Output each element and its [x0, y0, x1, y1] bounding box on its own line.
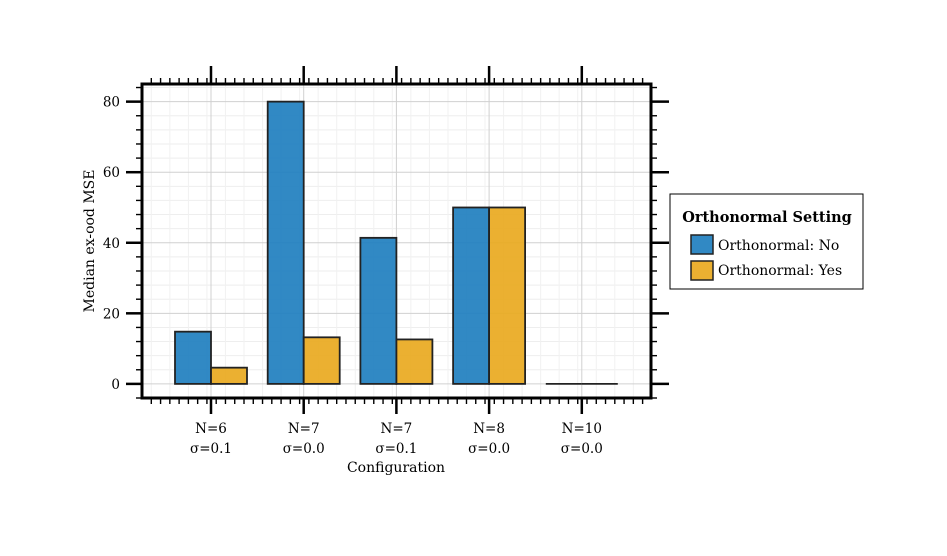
- bar-orthonormal-yes: [302, 336, 341, 385]
- y-tick-label: 80: [103, 95, 120, 111]
- bar-orthonormal-no: [174, 330, 212, 385]
- bar-orthonormal-no: [359, 236, 398, 385]
- y-tick-label: 40: [103, 236, 120, 252]
- bars: [174, 100, 618, 385]
- x-tick-label: N=10: [562, 421, 602, 437]
- y-tick-label: 20: [103, 306, 120, 322]
- x-tick-label: σ=0.1: [375, 441, 417, 457]
- legend-label-yes: Orthonormal: Yes: [718, 263, 842, 279]
- y-tick-label: 60: [103, 165, 120, 181]
- bar-orthonormal-yes: [210, 366, 248, 385]
- x-axis-label: Configuration: [347, 460, 445, 476]
- x-tick-label: N=6: [195, 421, 227, 437]
- tick-labels: 0 20 40 60 80 N=6 σ=0.1 N=7 σ=0.0 N=7 σ=0.1 N=8 σ=0.…: [103, 95, 603, 457]
- bar-orthonormal-no: [452, 206, 491, 385]
- x-tick-label: N=8: [473, 421, 505, 437]
- bar-orthonormal-no: [266, 100, 305, 385]
- legend-label-no: Orthonormal: No: [718, 238, 839, 254]
- legend-swatch-no: [690, 234, 714, 255]
- plot-frame: [140, 82, 653, 400]
- legend-title: Orthonormal Setting: [682, 209, 852, 226]
- bar-orthonormal-yes: [395, 338, 434, 385]
- y-tick-label: 0: [111, 377, 120, 393]
- x-tick-label: N=7: [288, 421, 320, 437]
- x-tick-label: σ=0.0: [561, 441, 603, 457]
- legend-swatch-yes: [690, 260, 714, 281]
- x-tick-label: σ=0.0: [468, 441, 510, 457]
- x-tick-label: σ=0.0: [283, 441, 325, 457]
- legend: Orthonormal Setting Orthonormal: No Orth…: [669, 193, 864, 290]
- bar-orthonormal-yes: [488, 206, 527, 385]
- x-tick-label: σ=0.1: [190, 441, 232, 457]
- y-axis-label: Median ex-ood MSE: [82, 170, 98, 313]
- x-tick-label: N=7: [381, 421, 413, 437]
